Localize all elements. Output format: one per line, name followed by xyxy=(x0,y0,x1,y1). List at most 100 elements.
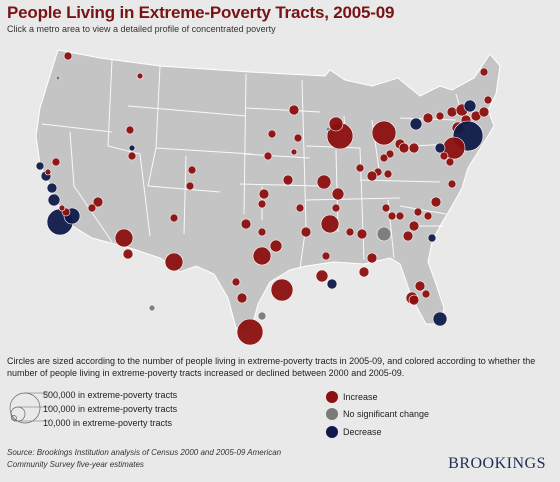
metro-circle-increase[interactable] xyxy=(483,95,493,105)
metro-circle-increase[interactable] xyxy=(356,228,368,240)
metro-circle-increase[interactable] xyxy=(58,204,66,212)
metro-circle-increase[interactable] xyxy=(414,280,426,292)
metro-circle-increase[interactable] xyxy=(44,168,52,176)
metro-circle-decrease[interactable] xyxy=(463,99,477,113)
metro-circle-increase[interactable] xyxy=(422,112,434,124)
metro-circle-increase[interactable] xyxy=(316,174,332,190)
metro-circle-increase[interactable] xyxy=(269,239,283,253)
metro-circle-increase[interactable] xyxy=(290,148,298,156)
metro-circle-increase[interactable] xyxy=(267,129,277,139)
metro-circle-increase[interactable] xyxy=(288,104,300,116)
state-border xyxy=(69,131,113,243)
metro-circle-increase[interactable] xyxy=(423,211,433,221)
metro-circle-increase[interactable] xyxy=(125,125,135,135)
metro-circle-increase[interactable] xyxy=(257,199,267,209)
metro-circle-increase[interactable] xyxy=(92,196,104,208)
metro-circle-increase[interactable] xyxy=(398,142,410,154)
metro-circle-increase[interactable] xyxy=(385,149,395,159)
metro-circle-increase[interactable] xyxy=(236,292,248,304)
increase-swatch xyxy=(326,391,338,403)
metro-circle-increase[interactable] xyxy=(252,246,272,266)
metro-circle-decrease[interactable] xyxy=(128,144,136,152)
metro-circle-no-change[interactable] xyxy=(55,75,61,81)
metro-circle-increase[interactable] xyxy=(366,252,378,264)
metro-circle-increase[interactable] xyxy=(169,213,179,223)
brookings-logo: BROOKINGS xyxy=(448,455,546,472)
metro-circle-increase[interactable] xyxy=(258,188,270,200)
metro-circle-increase[interactable] xyxy=(402,230,414,242)
state-border xyxy=(183,155,187,235)
metro-circle-increase[interactable] xyxy=(366,170,378,182)
metro-circle-increase[interactable] xyxy=(164,252,184,272)
state-border xyxy=(239,183,321,187)
metro-circle-increase[interactable] xyxy=(187,165,197,175)
metro-circle-decrease[interactable] xyxy=(326,278,338,290)
metro-circle-increase[interactable] xyxy=(408,142,420,154)
metro-circle-increase[interactable] xyxy=(408,294,420,306)
metro-circle-increase[interactable] xyxy=(127,151,137,161)
no-change-swatch xyxy=(326,408,338,420)
metro-circle-increase[interactable] xyxy=(114,228,134,248)
state-border xyxy=(243,73,247,215)
metro-circle-decrease[interactable] xyxy=(409,117,423,131)
metro-circle-no-change[interactable] xyxy=(376,226,392,242)
metro-circle-increase[interactable] xyxy=(293,133,303,143)
metro-circle-increase[interactable] xyxy=(263,151,273,161)
metro-circle-increase[interactable] xyxy=(479,67,489,77)
metro-circle-increase[interactable] xyxy=(136,72,144,80)
page-subtitle: Click a metro area to view a detailed pr… xyxy=(7,24,276,34)
metro-circle-no-change[interactable] xyxy=(325,126,331,132)
metro-circle-increase[interactable] xyxy=(358,266,370,278)
metro-circle-increase[interactable] xyxy=(328,116,344,132)
metro-circle-increase[interactable] xyxy=(321,251,331,261)
metro-circle-increase[interactable] xyxy=(63,51,73,61)
metro-circle-increase[interactable] xyxy=(87,203,97,213)
metro-circle-increase[interactable] xyxy=(257,227,267,237)
metro-circle-decrease[interactable] xyxy=(47,193,61,207)
metro-circle-increase[interactable] xyxy=(295,203,305,213)
state-border xyxy=(243,153,311,159)
metro-circle-increase[interactable] xyxy=(355,163,365,173)
metro-circle-increase[interactable] xyxy=(381,203,391,213)
metro-circle-decrease[interactable] xyxy=(427,233,437,243)
source-note: Source: Brookings Institution analysis o… xyxy=(7,448,282,469)
metro-circle-increase[interactable] xyxy=(122,248,134,260)
metro-circle-increase[interactable] xyxy=(430,196,442,208)
metro-circle-no-change[interactable] xyxy=(257,311,267,321)
metro-circle-increase[interactable] xyxy=(185,181,195,191)
metro-circle-increase[interactable] xyxy=(331,203,341,213)
metro-circle-increase[interactable] xyxy=(300,226,312,238)
metro-circle-increase[interactable] xyxy=(435,111,445,121)
metro-circle-increase[interactable] xyxy=(387,211,397,221)
size-legend-circles xyxy=(9,392,50,424)
metro-circle-increase[interactable] xyxy=(439,151,449,161)
metro-circle-increase[interactable] xyxy=(478,106,490,118)
metro-circle-no-change[interactable] xyxy=(148,304,156,312)
metro-circle-increase[interactable] xyxy=(320,214,340,234)
metro-circle-increase[interactable] xyxy=(413,207,423,217)
metro-circle-increase[interactable] xyxy=(231,277,241,287)
metro-circle-decrease[interactable] xyxy=(434,142,446,154)
metro-circle-increase[interactable] xyxy=(331,187,345,201)
metro-circle-increase[interactable] xyxy=(236,318,264,346)
metro-circle-increase[interactable] xyxy=(51,157,61,167)
metro-circle-increase[interactable] xyxy=(447,179,457,189)
metro-circle-increase[interactable] xyxy=(445,157,455,167)
metro-circle-increase[interactable] xyxy=(446,106,458,118)
metro-circle-increase[interactable] xyxy=(240,218,252,230)
metro-circle-decrease[interactable] xyxy=(35,161,45,171)
metro-circle-increase[interactable] xyxy=(408,220,420,232)
metro-circle-increase[interactable] xyxy=(345,227,355,237)
metro-circle-increase[interactable] xyxy=(379,153,389,163)
metro-circle-decrease[interactable] xyxy=(432,311,448,327)
metro-circle-decrease[interactable] xyxy=(46,182,58,194)
metro-circle-increase[interactable] xyxy=(270,278,294,302)
metro-circle-increase[interactable] xyxy=(315,269,329,283)
map-description: Circles are sized according to the numbe… xyxy=(7,356,536,378)
metro-circle-increase[interactable] xyxy=(282,174,294,186)
metro-circle-increase[interactable] xyxy=(383,169,393,179)
us-metro-poverty-map xyxy=(35,49,501,346)
metro-circle-increase[interactable] xyxy=(395,211,405,221)
metro-circle-increase[interactable] xyxy=(371,120,397,146)
metro-circle-increase[interactable] xyxy=(421,289,431,299)
